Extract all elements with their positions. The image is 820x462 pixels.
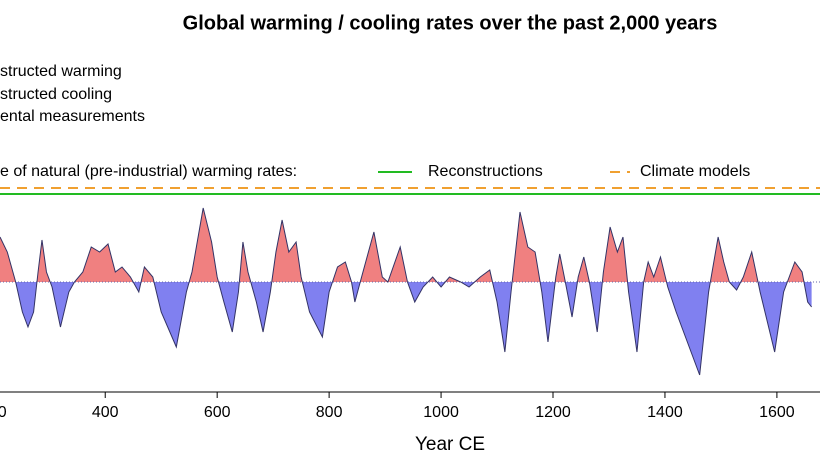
legend-text: ental measurements bbox=[0, 108, 145, 125]
x-tick-label: 800 bbox=[316, 404, 343, 421]
legend-text: structed cooling bbox=[0, 86, 112, 103]
chart-title: Global warming / cooling rates over the … bbox=[183, 12, 718, 34]
x-tick-label: 1400 bbox=[647, 404, 683, 421]
x-tick-label: 1200 bbox=[535, 404, 571, 421]
range-label: e of natural (pre-industrial) warming ra… bbox=[0, 163, 297, 180]
x-axis-label: Year CE bbox=[415, 434, 485, 455]
x-tick-label: 400 bbox=[92, 404, 119, 421]
x-tick-label: 600 bbox=[204, 404, 231, 421]
rate-line bbox=[0, 207, 812, 376]
legend-text: structed warming bbox=[0, 63, 122, 80]
x-tick-label: 1600 bbox=[759, 404, 795, 421]
x-tick-label: 1000 bbox=[423, 404, 459, 421]
warming-area bbox=[0, 208, 812, 282]
legend-label: Climate models bbox=[640, 163, 750, 180]
x-tick-label: 200 bbox=[0, 404, 7, 421]
legend-label: Reconstructions bbox=[428, 163, 543, 180]
